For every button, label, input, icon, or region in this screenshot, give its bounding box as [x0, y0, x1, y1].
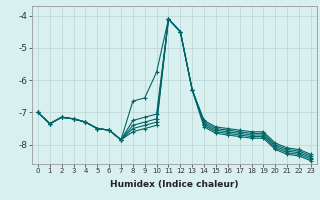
X-axis label: Humidex (Indice chaleur): Humidex (Indice chaleur) [110, 180, 239, 189]
